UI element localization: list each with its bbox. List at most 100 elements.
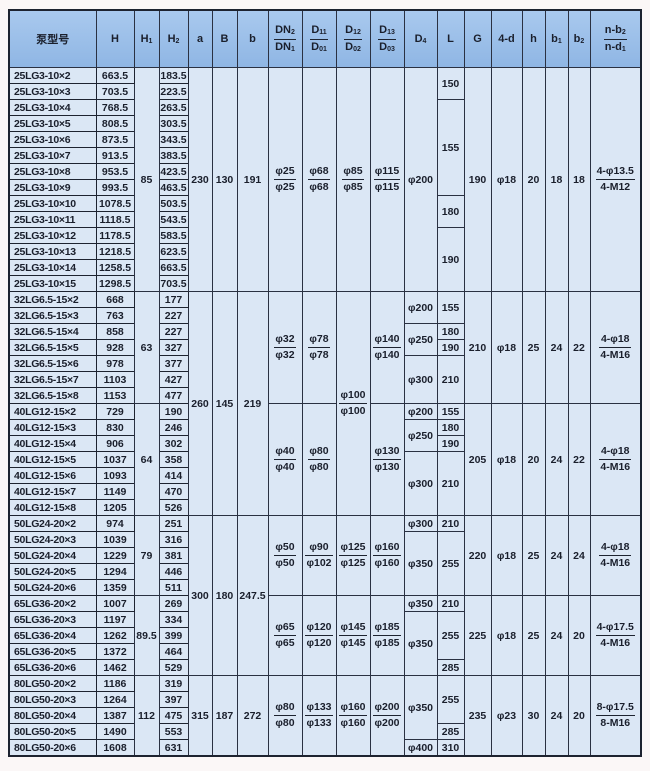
cell-B: 180 [211,515,238,676]
cell-model: 80LG50-20×2 [8,675,97,692]
cell-H: 1262 [95,627,135,644]
cell-n-b: 4-φ18 4-M16 [589,515,642,596]
cell-H2: 446 [158,563,189,580]
cell-h: 20 [521,67,546,292]
numerator: 4-φ18 [599,444,632,460]
header-L: L [436,9,465,68]
cell-H2: 703.5 [158,275,189,292]
cell-H2: 397 [158,691,189,708]
cell-D1: φ80 φ80 [301,403,337,516]
cell-L: 190 [436,339,465,356]
symbol: D [379,23,388,36]
numerator: φ200 [373,700,401,716]
fraction: 4-φ18 4-M16 [599,540,632,571]
cell-L: 155 [436,99,465,196]
cell-D3: φ200 φ200 [369,675,405,757]
cell-model: 50LG24-20×5 [8,563,97,580]
numerator: D12 [344,23,362,40]
header-4-d: 4-d [490,9,523,68]
fraction: φ80 φ80 [274,700,296,731]
numerator: 4-φ18 [599,332,632,348]
symbol: b [573,33,581,45]
cell-D2: φ100 φ100 [335,291,371,516]
cell-L: 255 [436,675,465,724]
cell-H: 763 [95,307,135,324]
cell-H2: 423.5 [158,163,189,180]
symbol: D [311,23,320,36]
cell-H: 1264 [95,691,135,708]
cell-G: 235 [463,675,492,757]
cell-H: 928 [95,339,135,356]
fraction: φ140 φ140 [373,332,401,363]
cell-L: 190 [436,435,465,452]
cell-H2: 177 [158,291,189,308]
cell-D1: φ78 φ78 [301,291,337,404]
cell-n-b: 4-φ13.5 4-M12 [589,67,642,292]
cell-H2: 477 [158,387,189,404]
cell-H2: 663.5 [158,259,189,276]
cell-model: 32LG6.5-15×3 [8,307,97,324]
cell-L: 210 [436,451,465,516]
table-row: 25LG3-10×13 1218.5 623.5 [8,243,641,260]
denominator: φ80 [309,461,329,473]
cell-H1: 112 [133,675,160,757]
cell-B: 130 [211,67,238,292]
denominator: DN1 [274,40,296,56]
cell-L: 155 [436,291,465,324]
symbol: H [140,33,149,45]
cell-H2: 623.5 [158,243,189,260]
cell-H2: 327 [158,339,189,356]
cell-H2: 334 [158,611,189,628]
numerator: D11 [310,23,328,40]
header-a: a [187,9,213,68]
subscript: 2 [580,38,585,45]
numerator: φ133 [305,700,333,716]
cell-H2: 246 [158,419,189,436]
cell-4-d: φ18 [490,67,523,292]
denominator: φ65 [275,637,295,649]
cell-D3: φ160 φ160 [369,515,405,596]
cell-H2: 464 [158,643,189,660]
cell-model: 80LG50-20×6 [8,739,97,757]
cell-model: 25LG3-10×13 [8,243,97,260]
cell-H: 729 [95,403,135,420]
denominator: φ102 [306,557,332,569]
table-row: 25LG3-10×2 663.5 85 183.5 230 130 191 φ25 φ25 φ68… [8,67,642,292]
cell-H: 1490 [95,723,135,740]
cell-B: 187 [211,675,238,757]
cell-D1: φ120 φ120 [301,595,337,676]
cell-H: 978 [95,355,135,372]
fraction: φ160 φ160 [373,540,401,571]
cell-D4: φ400 [403,739,438,757]
denominator: φ160 [374,557,400,569]
numerator: φ120 [305,620,333,636]
fraction: n-b2 n-d1 [603,23,627,56]
cell-model: 25LG3-10×11 [8,211,97,228]
denominator: φ40 [275,461,295,473]
cell-G: 205 [463,403,492,516]
cell-model: 40LG12-15×2 [8,403,97,420]
header-b1: b1 [544,9,569,68]
cell-model: 32LG6.5-15×6 [8,355,97,372]
cell-G: 225 [463,595,492,676]
table-row: 80LG50-20×2 1186 112 319 315 187 272 φ80 φ80 φ133… [8,675,642,757]
cell-L: 180 [436,195,465,228]
subscript: 1 [148,38,153,45]
cell-model: 32LG6.5-15×8 [8,387,97,404]
cell-H: 993.5 [95,179,135,196]
cell-model: 80LG50-20×4 [8,707,97,724]
cell-H: 1007 [95,595,135,612]
symbol: L [447,33,454,45]
cell-b1: 24 [544,515,569,596]
cell-H: 830 [95,419,135,436]
table-row: 80LG50-20×5 1490 553 285 [8,723,641,740]
symbol: 泵型号 [36,34,70,46]
cell-model: 25LG3-10×7 [8,147,97,164]
numerator: φ145 [339,620,367,636]
table-row: 40LG12-15×7 1149 470 [8,483,641,500]
numerator: φ90 [305,540,333,556]
cell-H: 1294 [95,563,135,580]
cell-model: 50LG24-20×6 [8,579,97,596]
fraction: φ120 φ120 [305,620,333,651]
